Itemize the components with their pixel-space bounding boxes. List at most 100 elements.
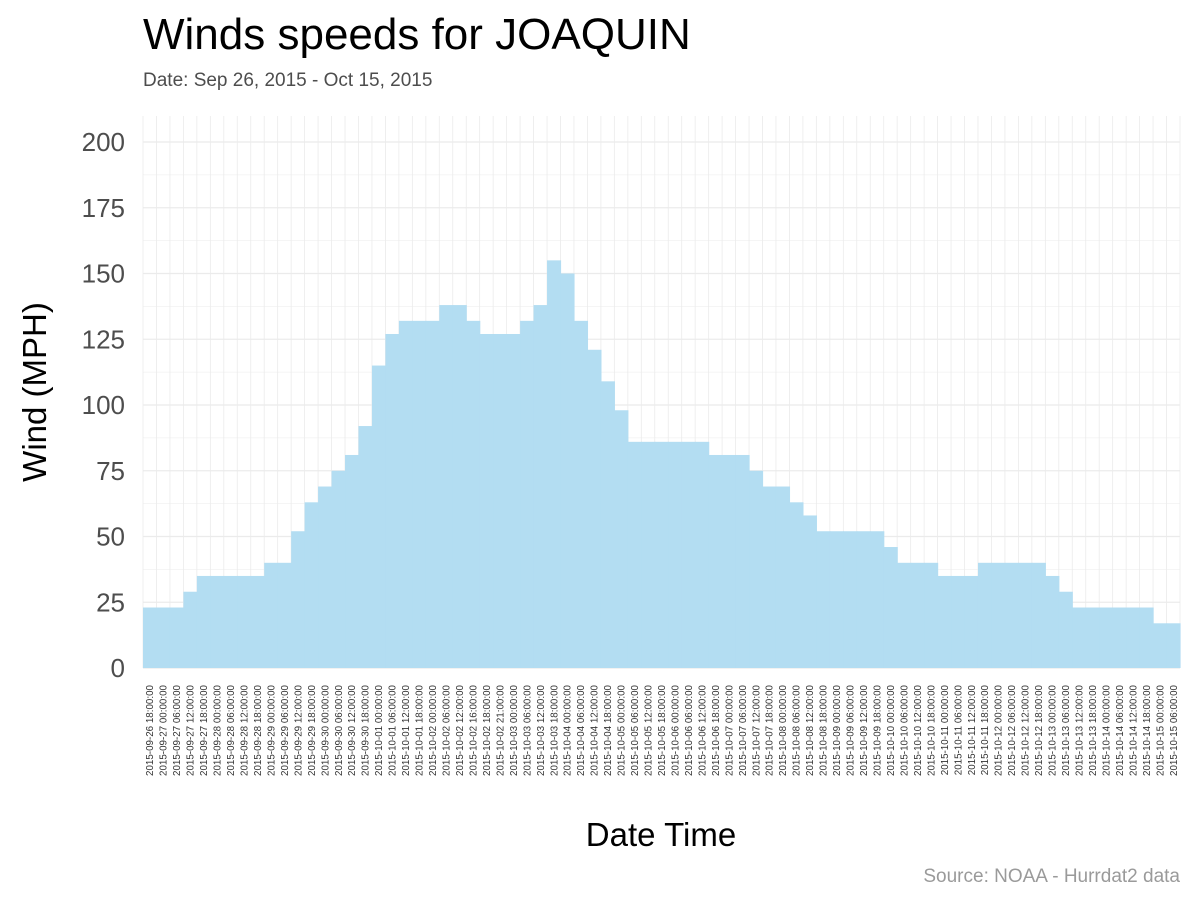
- wind-bar: [722, 454, 737, 668]
- wind-bar: [1112, 607, 1127, 668]
- x-tick-label: 2015-09-30 00:00:00: [320, 684, 331, 776]
- x-tick-label: 2015-10-02 00:00:00: [428, 684, 439, 776]
- wind-bar: [829, 531, 844, 668]
- x-tick-label: 2015-09-28 18:00:00: [253, 684, 264, 776]
- x-tick-label: 2015-09-29 12:00:00: [293, 684, 304, 776]
- x-tick-label: 2015-10-08 12:00:00: [805, 684, 816, 776]
- y-tick-label: 0: [111, 653, 125, 683]
- y-tick-label: 50: [96, 522, 125, 552]
- wind-bar: [910, 562, 925, 668]
- x-tick-label: 2015-09-30 06:00:00: [334, 684, 345, 776]
- x-tick-label: 2015-10-13 12:00:00: [1074, 684, 1085, 776]
- x-tick-label: 2015-10-12 18:00:00: [1034, 684, 1045, 776]
- wind-bar: [951, 575, 966, 668]
- x-tick-label: 2015-09-27 18:00:00: [199, 684, 210, 776]
- wind-bar: [856, 531, 871, 668]
- wind-bar: [708, 454, 723, 668]
- x-tick-label: 2015-10-09 06:00:00: [846, 684, 857, 776]
- y-tick-label: 75: [96, 456, 125, 486]
- x-tick-label: 2015-10-03 18:00:00: [549, 684, 560, 776]
- wind-bar: [573, 320, 589, 668]
- wind-bar: [587, 349, 602, 668]
- wind-bar: [600, 381, 615, 668]
- x-tick-label: 2015-10-07 12:00:00: [751, 684, 762, 776]
- x-tick-label: 2015-10-12 12:00:00: [1021, 684, 1032, 776]
- wind-bar: [1031, 562, 1046, 668]
- wind-bar: [937, 575, 952, 668]
- wind-bar: [277, 562, 292, 668]
- y-axis-ticks: 0 25 50 75 100 125 150 175 200: [82, 127, 125, 683]
- x-tick-label: 2015-10-13 00:00:00: [1048, 684, 1059, 776]
- wind-bar: [977, 562, 993, 668]
- wind-bar: [762, 486, 777, 668]
- wind-bar: [439, 305, 454, 668]
- x-tick-label: 2015-10-03 06:00:00: [522, 684, 533, 776]
- wind-bar: [169, 607, 185, 668]
- x-tick-label: 2015-10-09 00:00:00: [832, 684, 843, 776]
- x-tick-label: 2015-10-02 06:00:00: [442, 684, 453, 776]
- y-tick-label: 25: [96, 587, 125, 617]
- x-tick-label: 2015-10-14 18:00:00: [1142, 684, 1153, 776]
- wind-bar: [183, 591, 198, 668]
- wind-bar: [304, 502, 319, 668]
- x-axis-ticks: 2015-09-26 18:00:00 2015-09-27 00:00:00 20…: [145, 684, 1180, 776]
- x-tick-label: 2015-10-03 00:00:00: [509, 684, 520, 776]
- wind-bar: [466, 320, 481, 668]
- wind-bar: [196, 575, 211, 668]
- wind-bar: [331, 470, 346, 668]
- x-tick-label: 2015-10-11 00:00:00: [940, 684, 951, 775]
- x-tick-label: 2015-10-02 18:00:00: [482, 684, 493, 776]
- wind-bar: [681, 441, 696, 668]
- x-tick-label: 2015-10-02 16:00:00: [468, 684, 479, 776]
- wind-bar: [749, 470, 764, 668]
- x-tick-label: 2015-10-12 00:00:00: [994, 684, 1005, 776]
- x-tick-label: 2015-10-11 12:00:00: [967, 684, 978, 775]
- wind-bar: [506, 333, 521, 668]
- x-tick-label: 2015-10-03 12:00:00: [536, 684, 547, 776]
- x-tick-label: 2015-10-10 06:00:00: [899, 684, 910, 776]
- x-tick-label: 2015-10-14 06:00:00: [1115, 684, 1126, 776]
- x-tick-label: 2015-10-04 18:00:00: [603, 684, 614, 776]
- y-tick-label: 200: [82, 127, 125, 157]
- x-tick-label: 2015-10-12 06:00:00: [1007, 684, 1018, 776]
- wind-bar: [735, 454, 750, 668]
- wind-bar: [897, 562, 912, 668]
- wind-bar: [843, 531, 858, 668]
- x-tick-label: 2015-09-28 06:00:00: [226, 684, 237, 776]
- wind-bar: [358, 426, 373, 668]
- wind-bar: [1058, 591, 1073, 668]
- wind-bar: [627, 441, 642, 668]
- x-tick-label: 2015-10-05 12:00:00: [644, 684, 655, 776]
- wind-bar: [775, 486, 791, 668]
- y-tick-label: 100: [82, 390, 125, 420]
- wind-bar: [547, 260, 562, 668]
- y-tick-label: 150: [82, 259, 125, 289]
- x-tick-label: 2015-10-10 12:00:00: [913, 684, 924, 776]
- wind-bar: [654, 441, 669, 668]
- x-tick-label: 2015-09-27 00:00:00: [159, 684, 170, 776]
- chart-title: Winds speeds for JOAQUIN: [143, 10, 691, 59]
- x-tick-label: 2015-10-08 06:00:00: [792, 684, 803, 776]
- wind-bar: [1004, 562, 1019, 668]
- x-tick-label: 2015-10-14 12:00:00: [1128, 684, 1139, 776]
- x-tick-label: 2015-10-06 18:00:00: [711, 684, 722, 776]
- wind-bar: [1166, 623, 1181, 668]
- wind-bar: [237, 575, 252, 668]
- wind-bar: [789, 502, 804, 668]
- x-tick-label: 2015-10-02 21:00:00: [495, 684, 506, 776]
- wind-bar: [143, 607, 158, 668]
- wind-bar: [1018, 562, 1033, 668]
- x-tick-label: 2015-09-30 12:00:00: [347, 684, 358, 776]
- wind-bar: [1099, 607, 1114, 668]
- wind-bar: [1072, 607, 1087, 668]
- wind-bar: [1085, 607, 1100, 668]
- x-tick-label: 2015-09-29 06:00:00: [280, 684, 291, 776]
- x-tick-label: 2015-10-10 18:00:00: [926, 684, 937, 776]
- x-tick-label: 2015-10-15 06:00:00: [1169, 684, 1180, 776]
- x-tick-label: 2015-10-01 00:00:00: [374, 684, 385, 776]
- wind-bar: [385, 333, 400, 668]
- x-tick-label: 2015-10-11 06:00:00: [953, 684, 964, 775]
- wind-bar: [291, 531, 306, 668]
- x-tick-label: 2015-10-13 06:00:00: [1061, 684, 1072, 776]
